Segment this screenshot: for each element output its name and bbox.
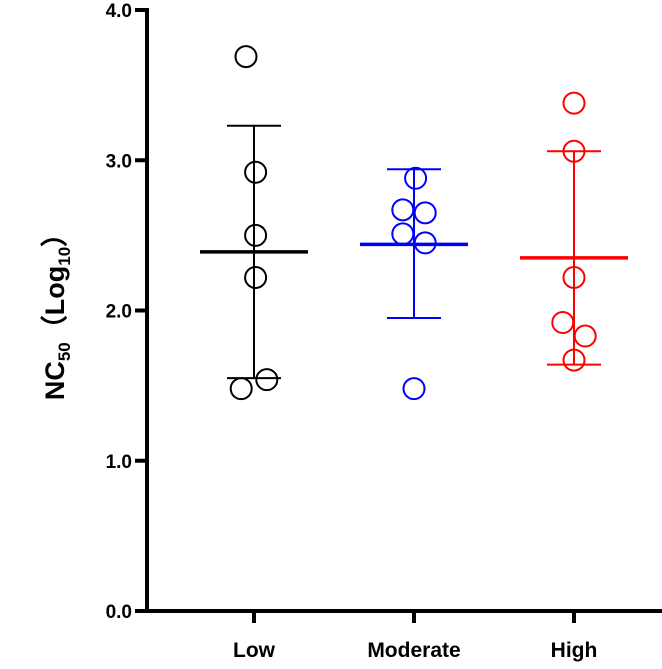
plot-area — [200, 45, 628, 401]
series-group — [360, 166, 468, 401]
y-tick-label: 4.0 — [106, 1, 132, 22]
y-tick-label: 0.0 — [106, 602, 132, 623]
data-point — [562, 265, 586, 289]
x-axis: Low Moderate High — [145, 609, 662, 662]
data-point — [562, 348, 586, 372]
y-tick-label: 1.0 — [106, 452, 132, 473]
series-group — [520, 91, 628, 372]
y-tick-label: 2.0 — [106, 302, 132, 323]
y-axis-title-log: Log — [40, 266, 70, 315]
y-axis: 0.0 1.0 2.0 3.0 4.0 — [106, 1, 149, 623]
data-point — [255, 368, 279, 392]
data-point — [391, 198, 415, 222]
x-category-label: Moderate — [367, 639, 460, 662]
y-axis-title-paren-close: ） — [40, 220, 70, 247]
data-point — [402, 377, 426, 401]
data-point — [244, 160, 268, 184]
data-point — [244, 265, 268, 289]
data-point — [404, 166, 428, 190]
data-point — [551, 311, 575, 335]
data-point — [573, 324, 597, 348]
x-category-label: High — [551, 639, 598, 662]
y-axis-title-prefix-subscript: 50 — [55, 342, 74, 361]
x-category-label: Low — [233, 639, 276, 662]
data-point — [562, 91, 586, 115]
data-point — [234, 45, 258, 69]
data-point — [562, 139, 586, 163]
y-axis-title-log-subscript: 10 — [55, 247, 74, 266]
series-group — [200, 45, 308, 401]
y-axis-title-paren-open: （ — [40, 315, 70, 342]
data-point — [244, 223, 268, 247]
y-axis-title-prefix: NC — [40, 361, 70, 400]
data-point — [413, 201, 437, 225]
data-point — [413, 231, 437, 255]
data-point — [391, 222, 415, 246]
y-axis-title: NC50（Log10） — [40, 220, 74, 400]
y-tick-label: 3.0 — [106, 151, 132, 172]
data-point — [229, 377, 253, 401]
